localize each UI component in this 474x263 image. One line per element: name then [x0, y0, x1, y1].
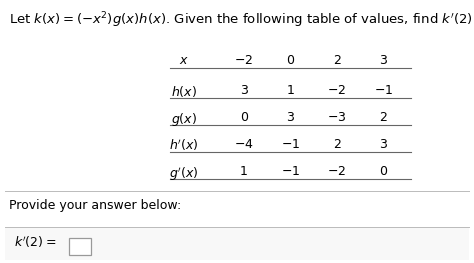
Text: $h(x)$: $h(x)$ — [171, 84, 197, 99]
FancyBboxPatch shape — [69, 239, 91, 255]
Text: 3: 3 — [379, 138, 387, 151]
Text: 1: 1 — [240, 165, 248, 178]
Text: $0$: $0$ — [286, 54, 295, 67]
Text: $-4$: $-4$ — [234, 138, 254, 151]
Text: $-1$: $-1$ — [281, 165, 300, 178]
FancyBboxPatch shape — [5, 227, 469, 260]
Text: $g(x)$: $g(x)$ — [171, 111, 197, 128]
Text: Let $k(x) = (-x^2)g(x)h(x)$. Given the following table of values, find $k'(2)$.: Let $k(x) = (-x^2)g(x)h(x)$. Given the f… — [9, 10, 474, 30]
Text: $-3$: $-3$ — [327, 111, 346, 124]
Text: $2$: $2$ — [333, 54, 341, 67]
Text: $k'(2) =$: $k'(2) =$ — [14, 235, 56, 250]
Text: 3: 3 — [240, 84, 248, 97]
Text: $3$: $3$ — [379, 54, 388, 67]
Text: $-1$: $-1$ — [281, 138, 300, 151]
Text: $x$: $x$ — [179, 54, 189, 67]
Text: Provide your answer below:: Provide your answer below: — [9, 199, 182, 211]
Text: 1: 1 — [286, 84, 294, 97]
Text: $-1$: $-1$ — [374, 84, 393, 97]
Text: 0: 0 — [379, 165, 387, 178]
Text: $-2$: $-2$ — [235, 54, 254, 67]
Text: 2: 2 — [379, 111, 387, 124]
Text: 0: 0 — [240, 111, 248, 124]
Text: 2: 2 — [333, 138, 341, 151]
Text: $h'(x)$: $h'(x)$ — [169, 138, 199, 153]
Text: 3: 3 — [286, 111, 294, 124]
Text: $-2$: $-2$ — [328, 84, 346, 97]
Text: $g'(x)$: $g'(x)$ — [169, 165, 198, 183]
Text: $-2$: $-2$ — [328, 165, 346, 178]
